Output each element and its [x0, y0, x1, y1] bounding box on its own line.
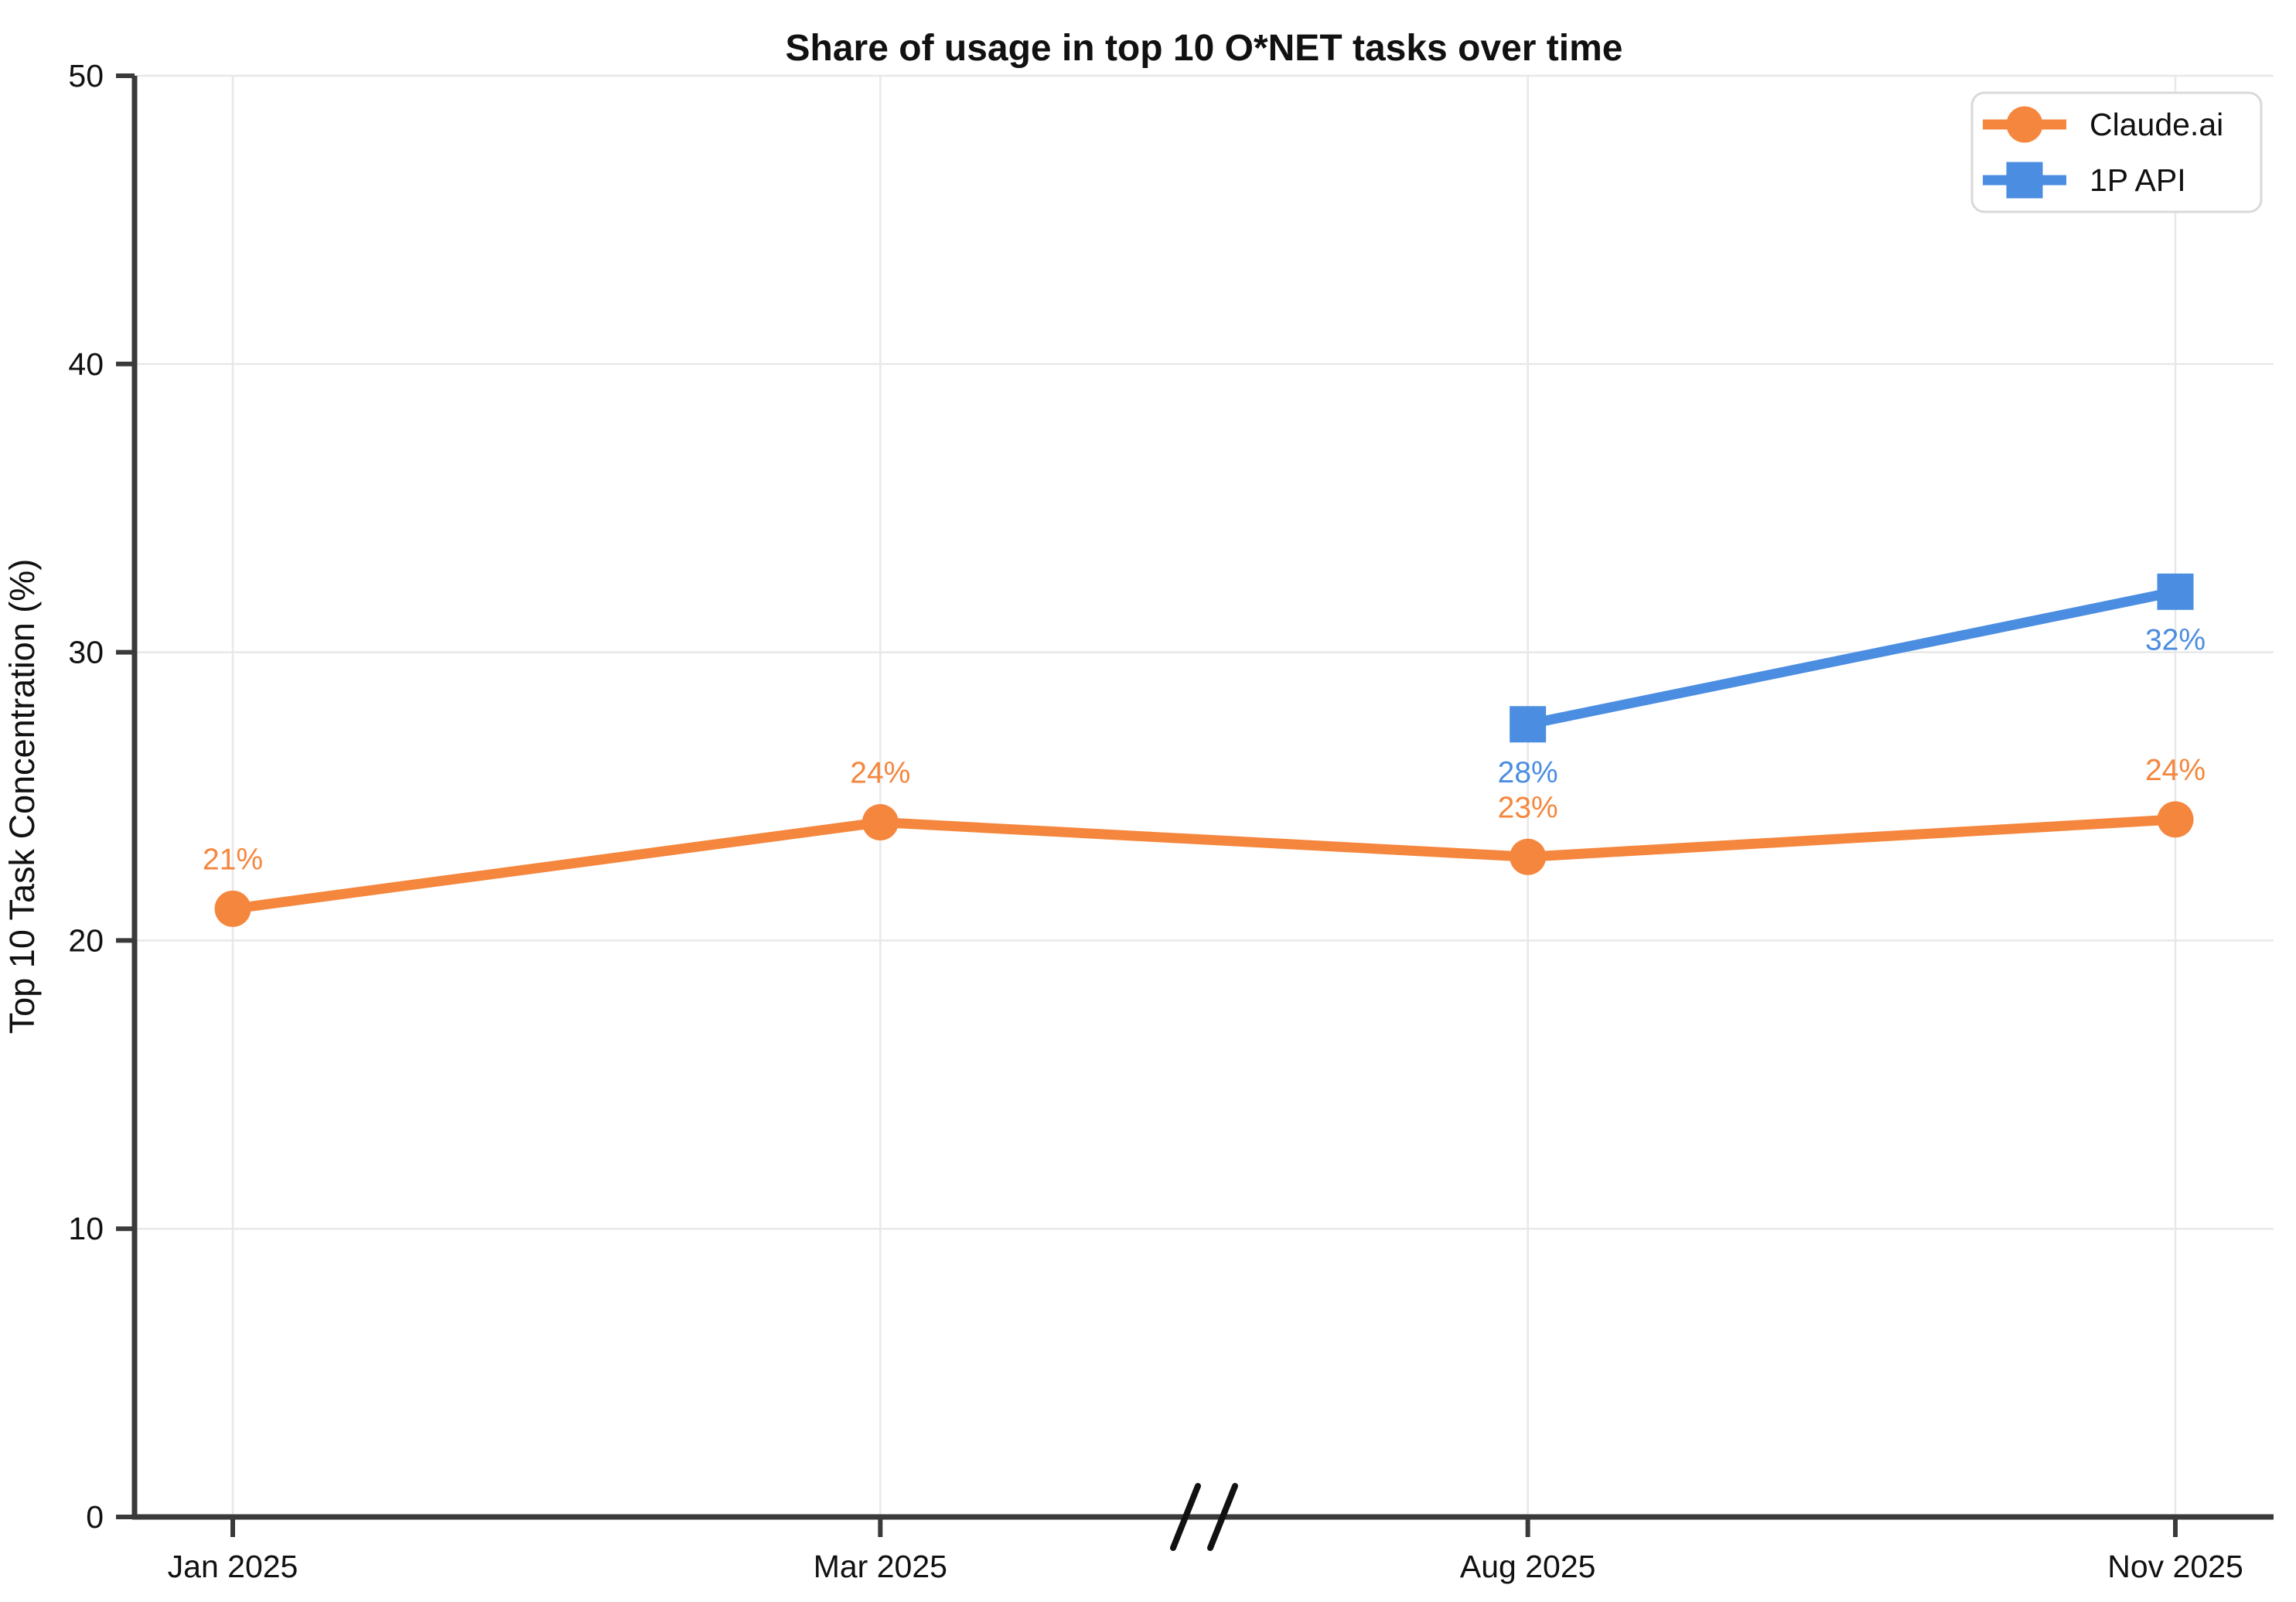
marker-claude-ai-jan-2025: [214, 890, 251, 927]
y-axis-title: Top 10 Task Concentration (%): [2, 559, 42, 1034]
y-tick-label: 40: [68, 346, 104, 382]
value-label-claude-ai-jan-2025: 21%: [203, 843, 263, 876]
series-line-1p-api: [1523, 586, 2181, 730]
y-tick-label: 20: [68, 922, 104, 958]
marker-claude-ai-mar-2025: [861, 804, 899, 841]
legend-item-1p-api: 1P API: [1983, 162, 2186, 199]
x-tick-label: Jan 2025: [168, 1549, 299, 1584]
legend-marker-square-icon: [2006, 162, 2043, 199]
axis-break-slash-icon: [1170, 1483, 1201, 1551]
axis-break-slash-icon: [1207, 1483, 1238, 1551]
axes: 0 10 20 30 40 50 Jan 2025 Mar 2025 Aug 2025 Nov 2…: [68, 58, 2274, 1584]
marker-claude-ai-aug-2025: [1510, 838, 1547, 875]
series-lines: [214, 573, 2194, 927]
y-tick-label: 10: [68, 1211, 104, 1246]
marker-1p-api-nov-2025: [2157, 573, 2194, 610]
x-tick-label: Mar 2025: [814, 1549, 947, 1584]
value-label-claude-ai-mar-2025: 24%: [850, 757, 910, 790]
y-tick-label: 30: [68, 635, 104, 670]
value-labels: 21% 24% 23% 24% 28% 32%: [203, 623, 2206, 876]
legend-item-claude-ai: Claude.ai: [1983, 106, 2223, 143]
y-tick-label: 50: [68, 58, 104, 94]
legend: Claude.ai 1P API: [1970, 91, 2263, 213]
value-label-1p-api-aug-2025: 28%: [1498, 756, 1558, 789]
x-tick-label: Nov 2025: [2107, 1549, 2243, 1584]
series-line-claude-ai: [227, 814, 2181, 914]
value-label-claude-ai-aug-2025: 23%: [1498, 791, 1558, 824]
x-tick-label: Aug 2025: [1460, 1549, 1596, 1584]
value-label-1p-api-nov-2025: 32%: [2145, 623, 2206, 656]
y-tick-label: 0: [86, 1499, 104, 1535]
marker-1p-api-aug-2025: [1510, 706, 1547, 743]
axis-break-icon: [1170, 1483, 1238, 1551]
gridlines: [135, 74, 2274, 1517]
value-label-claude-ai-nov-2025: 24%: [2145, 754, 2206, 787]
legend-item-label: 1P API: [2090, 162, 2186, 198]
chart-title: Share of usage in top 10 O*NET tasks ove…: [786, 28, 1623, 69]
marker-claude-ai-nov-2025: [2157, 801, 2194, 838]
legend-item-label: Claude.ai: [2090, 107, 2223, 142]
legend-marker-circle-icon: [2006, 106, 2043, 143]
